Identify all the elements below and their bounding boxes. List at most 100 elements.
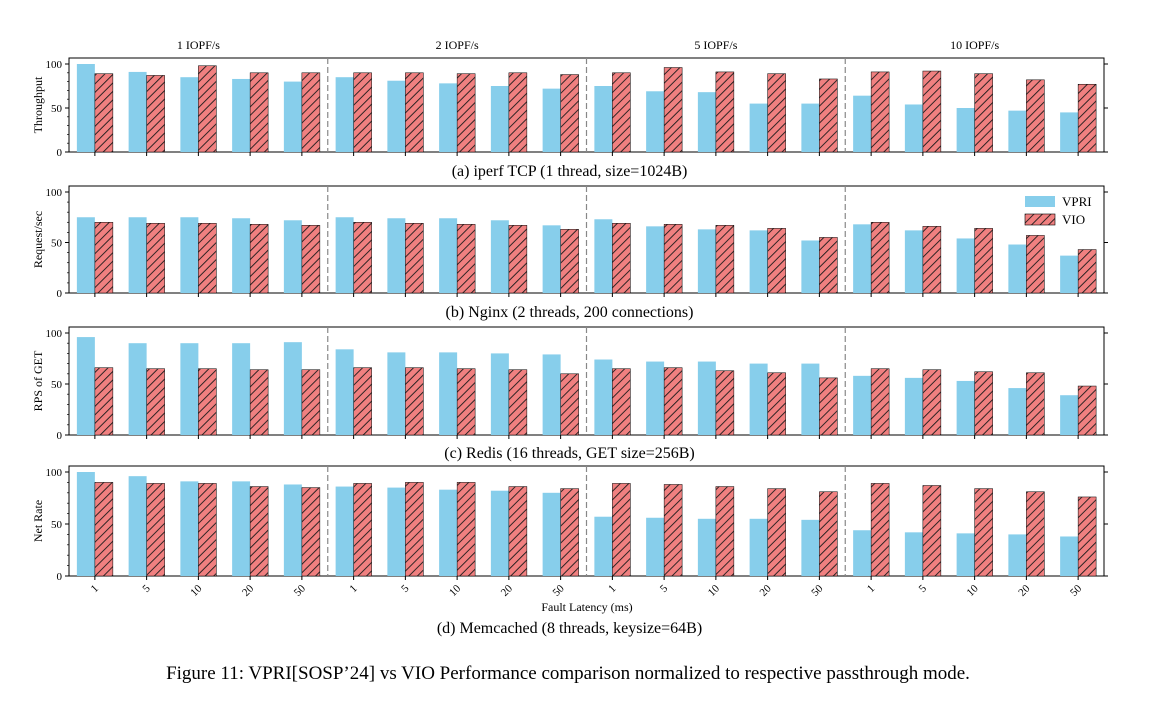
bar-vpri [180,481,199,576]
bar-vpri [232,218,251,293]
bar-vpri [180,217,199,293]
group-title: 1 IOPF/s [177,38,220,52]
bar-vio [94,222,114,294]
bar-vio [819,78,838,153]
bar-vpri [128,71,147,152]
bar-vpri [542,225,561,293]
bar-vio [767,488,786,577]
bar-vpri [542,354,561,435]
bar-vio [249,72,269,153]
bar-vio [819,491,838,577]
bar-vpri [439,83,458,152]
y-tick-label: 50 [51,379,63,391]
bar-vpri [387,218,406,293]
bar-vpri [646,226,665,293]
bar-vpri [1060,112,1079,152]
bar-vio [249,224,269,294]
bar-vio [560,74,579,153]
bar-vio [663,484,683,577]
bar-vio [1026,491,1045,577]
bar-vio [612,72,631,153]
bar-vio [560,488,579,577]
bar-vio [767,73,786,153]
bar-vio [663,367,683,436]
bar-vpri [801,363,820,435]
x-tick-label: 50 [292,582,309,599]
bar-vio [767,372,786,436]
legend: VPRI VIO [1024,194,1092,227]
bar-vpri [956,108,975,152]
y-tick-label: 0 [57,430,63,442]
bar-vpri [646,361,665,435]
bar-vpri [439,218,458,293]
bar-vio [249,486,269,577]
x-tick-label: 5 [917,582,930,595]
bar-vio [94,482,114,577]
bar-vpri [801,240,820,293]
bar-vpri [853,224,872,293]
bar-vio [249,369,269,436]
bar-vpri [180,77,199,152]
bar-vio [405,367,424,436]
bar-vio [715,225,735,294]
bar-vio [301,72,321,153]
bar-vpri [232,343,251,435]
bar-vpri [697,361,716,435]
bar-vpri [490,86,509,152]
bar-vio [94,367,114,436]
bar-vio [870,71,890,153]
bar-vpri [853,530,872,576]
bar-vio [405,223,424,294]
bar-vpri [128,217,147,293]
figure-caption: Figure 11: VPRI[SOSP’24] vs VIO Performa… [166,663,970,684]
bar-vpri [490,220,509,293]
bar-vio [870,368,890,436]
group-title: 2 IOPF/s [436,38,479,52]
bar-vpri [283,220,302,293]
bar-vio [1077,249,1097,294]
bar-vio [560,229,579,294]
x-tick-label: 10 [447,582,464,599]
panel-caption: (d) Memcached (8 threads, keysize=64B) [437,620,702,637]
x-tick-label: 5 [399,582,412,595]
y-tick-label: 50 [51,519,63,531]
bar-vpri [594,359,613,435]
bar-vpri [1060,395,1079,435]
y-tick-label: 100 [46,467,63,479]
x-tick-label: 1 [89,583,101,595]
bar-vpri [594,86,613,152]
bar-vpri [76,472,95,576]
panel-caption: (b) Nginx (2 threads, 200 connections) [446,304,694,321]
bar-vpri [1008,534,1027,576]
bar-vio [612,223,631,294]
bar-vpri [490,490,509,576]
bar-vpri [956,380,975,435]
legend-swatch-vio [1024,213,1056,226]
bar-vpri [904,377,923,435]
bar-vpri [1008,244,1027,293]
bar-vpri [128,476,147,576]
bar-vpri [232,78,251,152]
bar-vpri [542,492,561,576]
bar-vio [715,370,735,436]
bar-vio [1026,235,1045,294]
bar-vpri [335,349,354,435]
bar-vio [1077,83,1097,153]
bar-vpri [853,375,872,435]
x-tick-label: 1 [606,583,618,595]
x-tick-label: 50 [1068,582,1085,599]
x-tick-label: 20 [757,582,774,599]
bar-vio [456,368,476,436]
panel-caption: (a) iperf TCP (1 thread, size=1024B) [452,163,688,180]
x-tick-label: 5 [658,582,671,595]
bar-vpri [76,337,95,435]
y-axis-label: RPS of GET [31,350,45,411]
bar-vpri [956,238,975,293]
bar-vio [301,225,321,294]
bar-vio [819,237,838,294]
y-axis-label: Request/sec [31,211,45,268]
x-tick-label: 1 [865,583,877,595]
